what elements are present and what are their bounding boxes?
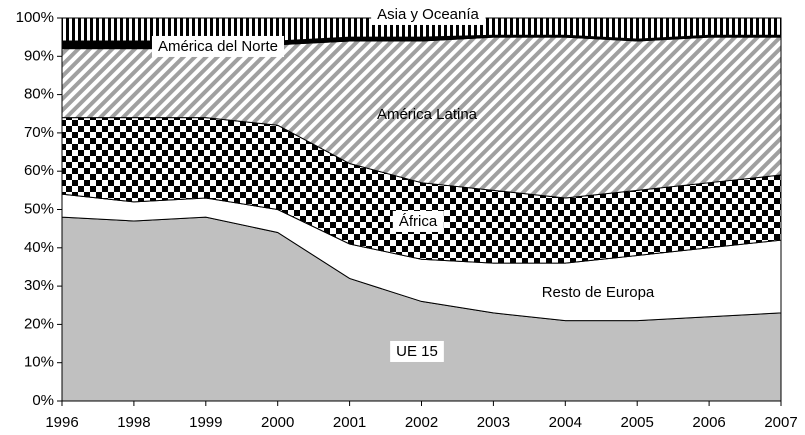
y-tick-label: 70% xyxy=(24,124,54,141)
label-bg xyxy=(371,3,486,25)
x-tick-label: 1999 xyxy=(189,414,222,431)
series-label: UE 15 xyxy=(396,343,438,360)
x-tick-label: 2006 xyxy=(692,414,725,431)
x-tick-label: 2003 xyxy=(477,414,510,431)
y-tick-label: 90% xyxy=(24,47,54,64)
series-label: América del Norte xyxy=(158,38,278,55)
y-tick-label: 10% xyxy=(24,354,54,371)
label-bg xyxy=(392,210,444,232)
series-label: África xyxy=(399,213,438,230)
x-tick-label: 2002 xyxy=(405,414,438,431)
x-tick-label: 2005 xyxy=(621,414,654,431)
series-label: América Latina xyxy=(377,106,478,123)
y-tick-label: 40% xyxy=(24,239,54,256)
y-tick-label: 30% xyxy=(24,277,54,294)
x-tick-label: 2007 xyxy=(764,414,797,431)
y-tick-label: 50% xyxy=(24,200,54,217)
x-tick-label: 1996 xyxy=(45,414,78,431)
y-tick-label: 100% xyxy=(16,9,54,26)
x-tick-label: 2004 xyxy=(549,414,582,431)
y-tick-label: 0% xyxy=(32,392,54,409)
y-tick-label: 20% xyxy=(24,315,54,332)
series-label: Asia y Oceanía xyxy=(377,6,479,23)
series-label: Resto de Europa xyxy=(542,284,655,301)
y-tick-label: 80% xyxy=(24,86,54,103)
x-tick-label: 1998 xyxy=(117,414,150,431)
label-bg xyxy=(390,340,444,362)
label-bg xyxy=(151,35,285,57)
x-tick-label: 2001 xyxy=(333,414,366,431)
y-tick-label: 60% xyxy=(24,162,54,179)
x-tick-label: 2000 xyxy=(261,414,294,431)
